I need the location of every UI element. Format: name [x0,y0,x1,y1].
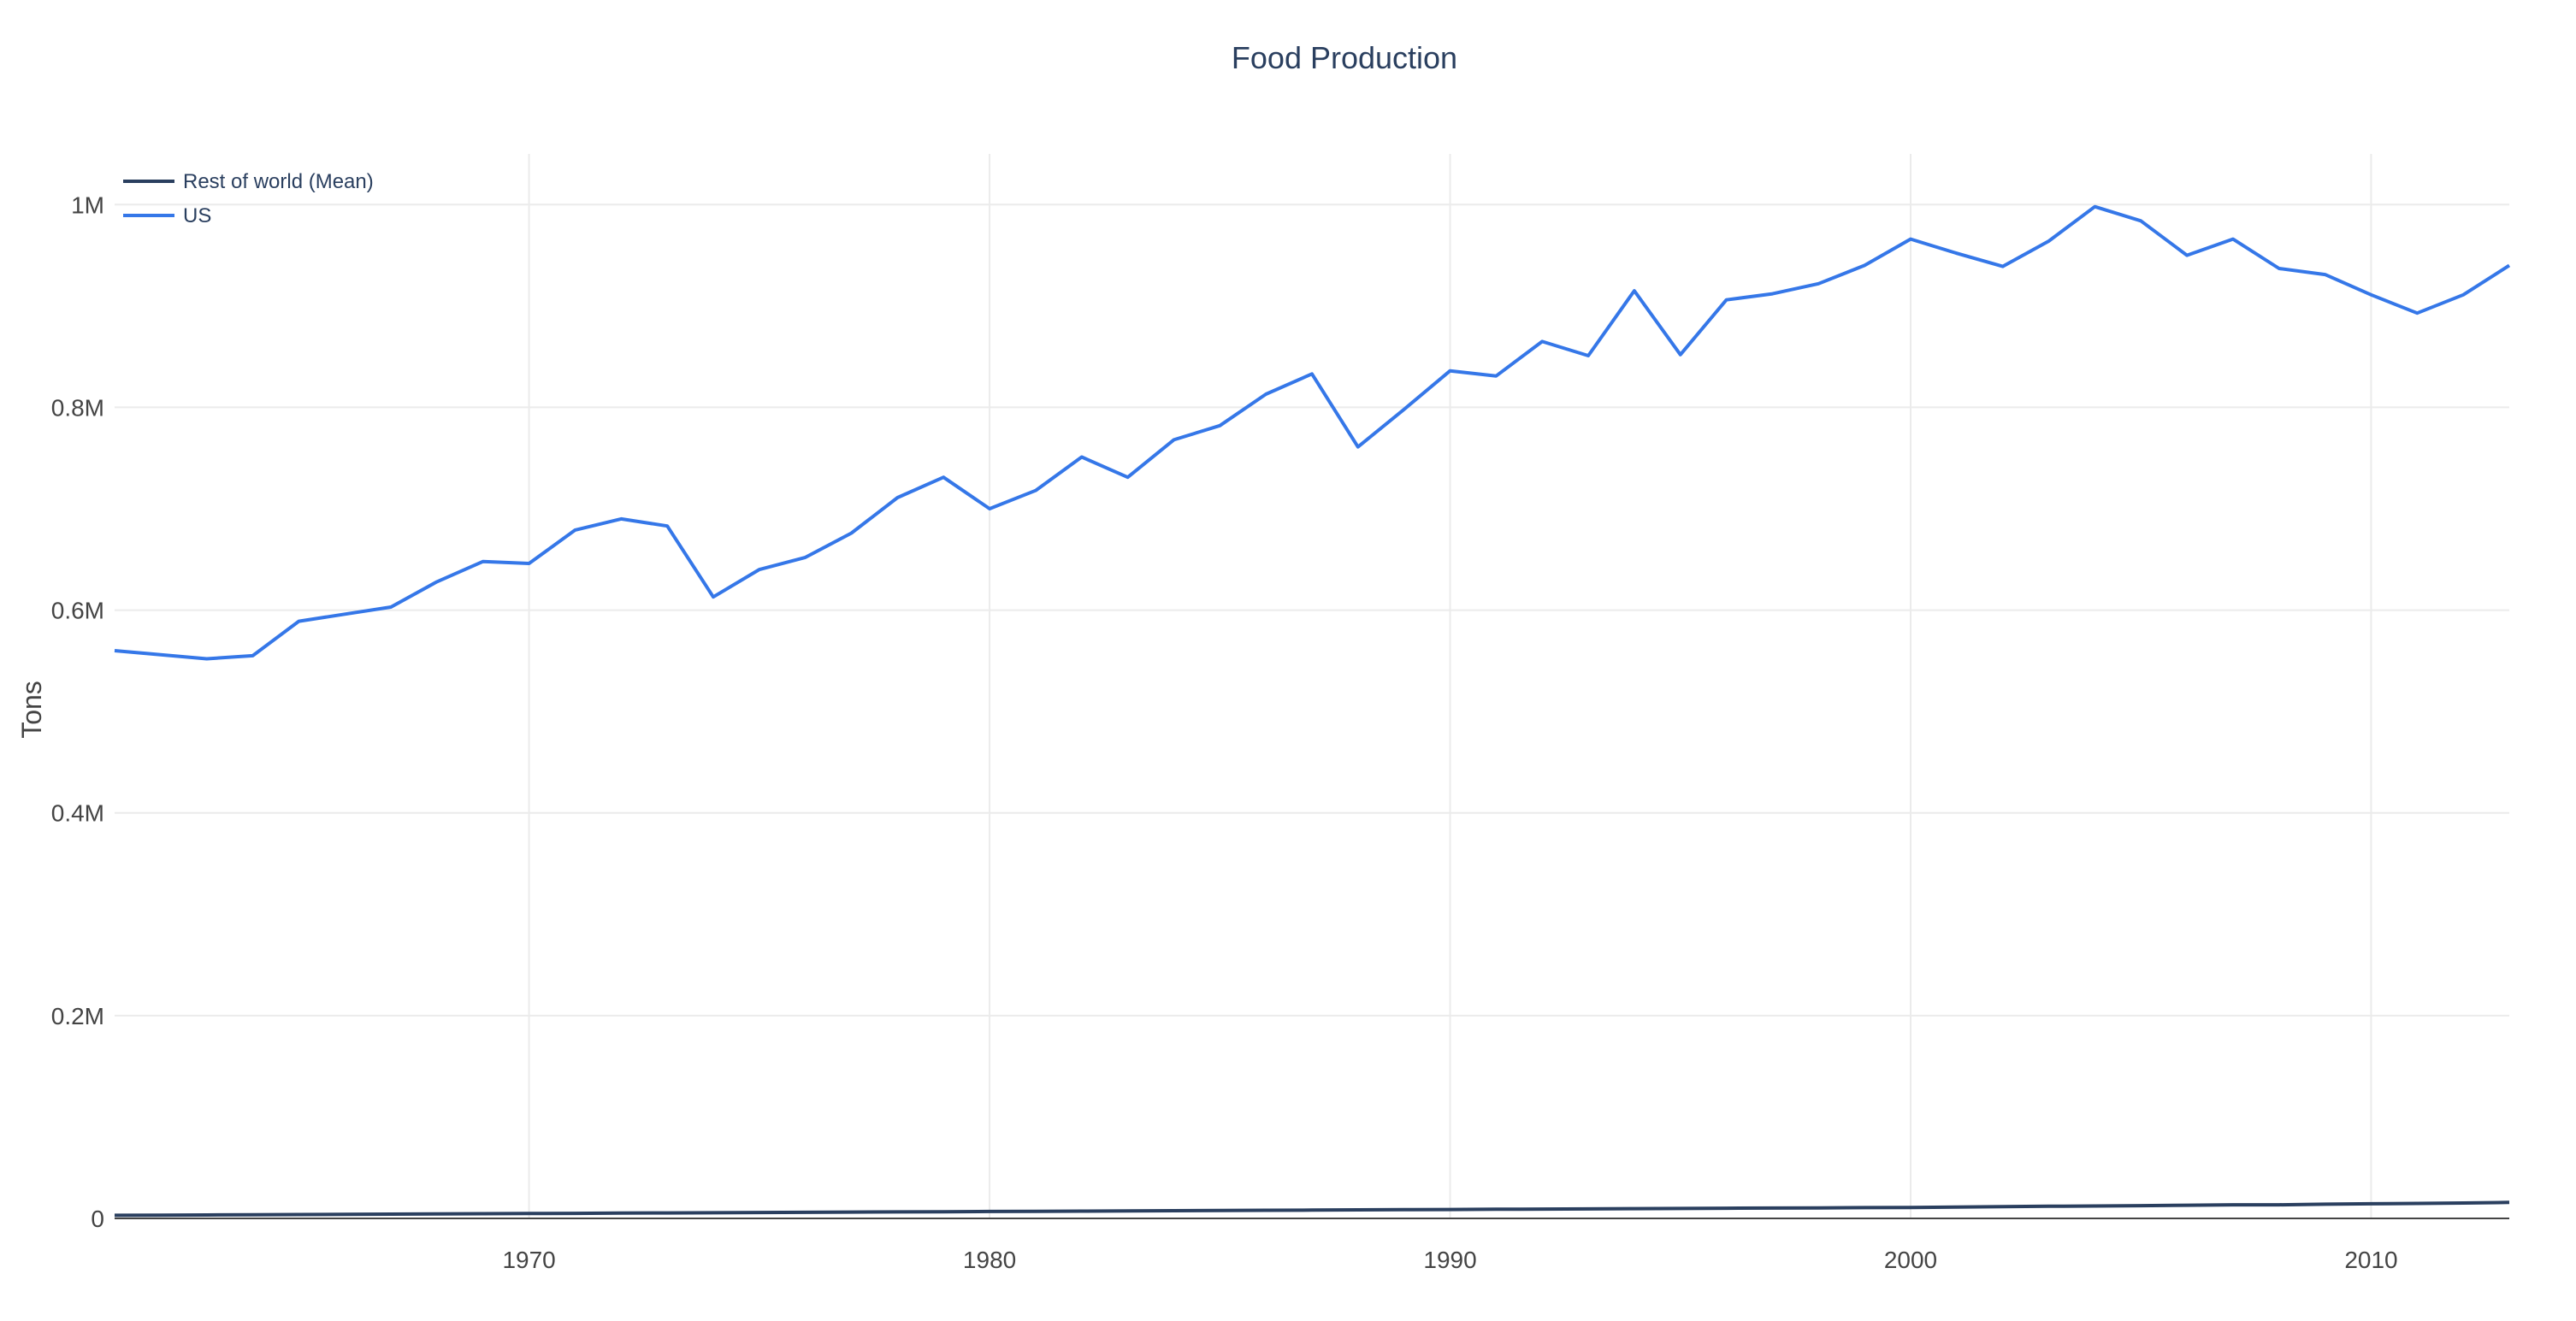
y-tick-label: 0.8M [51,394,104,421]
y-tick-label: 0.6M [51,598,104,624]
chart-title: Food Production [1232,40,1457,75]
legend-item-us[interactable]: US [123,204,211,227]
legend[interactable]: Rest of world (Mean) US [123,170,374,227]
y-tick-label: 0.2M [51,1003,104,1029]
legend-label: Rest of world (Mean) [183,170,374,193]
series-lines [114,204,2511,1218]
series-line-us[interactable] [114,204,2511,661]
x-axis-ticks: 1970 1980 1990 2000 2010 [502,1247,2397,1273]
gridlines [115,154,2509,1218]
y-tick-label: 0 [91,1206,104,1232]
y-axis-ticks: 0 0.2M 0.4M 0.6M 0.8M 1M [51,192,104,1232]
series-line-rest-of-world[interactable] [114,1200,2510,1218]
y-tick-label: 0.4M [51,800,104,827]
x-tick-label: 1970 [502,1247,555,1273]
x-tick-label: 1980 [963,1247,1016,1273]
x-tick-label: 2010 [2344,1247,2397,1273]
legend-item-rest-of-world[interactable]: Rest of world (Mean) [123,170,374,193]
x-tick-label: 1990 [1423,1247,1476,1273]
legend-label: US [183,204,211,227]
y-tick-label: 1M [71,192,104,218]
x-tick-label: 2000 [1884,1247,1937,1273]
y-axis-title: Tons [16,681,47,739]
